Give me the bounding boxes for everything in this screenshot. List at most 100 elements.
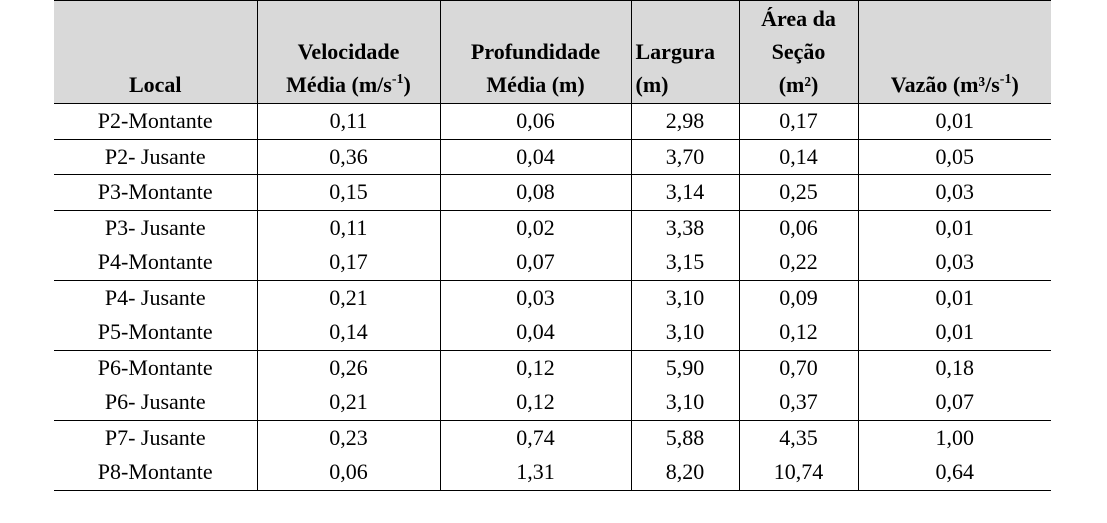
header-largura-line2: (m)	[635, 72, 669, 97]
cell-local: P6-Montante	[54, 349, 258, 385]
cell-velocidade: 0,15	[256, 174, 441, 210]
cell-local: P8-Montante	[54, 455, 258, 491]
cell-largura: 8,20	[630, 455, 740, 491]
table-row: P2-Montante 0,11 0,06 2,98 0,17 0,01	[54, 103, 1051, 139]
cell-velocidade: 0,23	[256, 419, 441, 455]
header-local: Local	[54, 0, 258, 104]
cell-largura: 3,10	[630, 315, 740, 350]
header-velocidade-exponent: -1	[391, 72, 404, 87]
table-row: P6-Montante 0,26 0,12 5,90 0,70 0,18	[54, 349, 1051, 385]
cell-local: P2- Jusante	[54, 138, 258, 175]
header-velocidade-close: )	[403, 72, 411, 97]
cell-largura: 3,10	[630, 279, 740, 315]
cell-local: P4-Montante	[54, 245, 258, 280]
table-row: P5-Montante 0,14 0,04 3,10 0,12 0,01	[54, 315, 1051, 350]
cell-largura: 3,15	[630, 245, 740, 280]
table-header: Local Velocidade Média (m/s-1) Profundid…	[54, 0, 1051, 104]
cell-area: 0,14	[738, 138, 859, 175]
table-row: P3-Montante 0,15 0,08 3,14 0,25 0,03	[54, 174, 1051, 210]
header-area-line3: (m²)	[778, 72, 819, 97]
cell-vazao: 1,00	[857, 419, 1051, 455]
table-row: P3- Jusante 0,11 0,02 3,38 0,06 0,01	[54, 209, 1051, 245]
cell-area: 0,06	[738, 209, 859, 245]
cell-local: P5-Montante	[54, 315, 258, 350]
header-velocidade-line1: Velocidade	[297, 39, 400, 64]
header-largura-line1: Largura	[635, 39, 715, 64]
cell-area: 0,17	[738, 103, 859, 139]
cell-largura: 5,90	[630, 349, 740, 385]
cell-vazao: 0,64	[857, 455, 1051, 491]
cell-area: 4,35	[738, 419, 859, 455]
cell-largura: 5,88	[630, 419, 740, 455]
cell-vazao: 0,01	[857, 315, 1051, 350]
header-velocidade-line2: Média (m/s	[286, 72, 392, 97]
cell-local: P2-Montante	[54, 103, 258, 139]
cell-largura: 3,10	[630, 385, 740, 420]
cell-profundidade: 0,03	[439, 279, 632, 315]
cell-profundidade: 0,02	[439, 209, 632, 245]
cell-area: 0,25	[738, 174, 859, 210]
cell-local: P3-Montante	[54, 174, 258, 210]
header-area-line2: Seção	[771, 39, 826, 64]
cell-vazao: 0,18	[857, 349, 1051, 385]
cell-vazao: 0,01	[857, 209, 1051, 245]
header-vazao-exponent: -1	[999, 72, 1012, 87]
cell-velocidade: 0,26	[256, 349, 441, 385]
cell-area: 0,70	[738, 349, 859, 385]
header-row: Local Velocidade Média (m/s-1) Profundid…	[54, 0, 1051, 104]
cell-area: 0,12	[738, 315, 859, 350]
data-table: Local Velocidade Média (m/s-1) Profundid…	[54, 0, 1051, 491]
cell-velocidade: 0,14	[256, 315, 441, 350]
cell-velocidade: 0,21	[256, 385, 441, 420]
header-vazao-line1: Vazão (m³/s	[890, 72, 1000, 97]
cell-vazao: 0,01	[857, 103, 1051, 139]
table-row: P4- Jusante 0,21 0,03 3,10 0,09 0,01	[54, 279, 1051, 315]
cell-velocidade: 0,06	[256, 455, 441, 491]
table-row: P8-Montante 0,06 1,31 8,20 10,74 0,64	[54, 455, 1051, 491]
table-row: P4-Montante 0,17 0,07 3,15 0,22 0,03	[54, 245, 1051, 280]
header-largura: Largura (m)	[630, 0, 740, 104]
header-local-label: Local	[128, 72, 182, 97]
cell-area: 0,09	[738, 279, 859, 315]
cell-largura: 3,14	[630, 174, 740, 210]
header-vazao-close: )	[1011, 72, 1019, 97]
cell-area: 0,22	[738, 245, 859, 280]
header-velocidade: Velocidade Média (m/s-1)	[256, 0, 441, 104]
cell-velocidade: 0,21	[256, 279, 441, 315]
cell-vazao: 0,03	[857, 174, 1051, 210]
cell-area: 0,37	[738, 385, 859, 420]
cell-area: 10,74	[738, 455, 859, 491]
cell-vazao: 0,07	[857, 385, 1051, 420]
cell-vazao: 0,05	[857, 138, 1051, 175]
cell-local: P6- Jusante	[54, 385, 258, 420]
cell-largura: 2,98	[630, 103, 740, 139]
cell-profundidade: 1,31	[439, 455, 632, 491]
cell-vazao: 0,01	[857, 279, 1051, 315]
cell-profundidade: 0,12	[439, 385, 632, 420]
cell-profundidade: 0,74	[439, 419, 632, 455]
table-row: P2- Jusante 0,36 0,04 3,70 0,14 0,05	[54, 138, 1051, 175]
header-vazao: Vazão (m³/s-1)	[857, 0, 1051, 104]
cell-largura: 3,38	[630, 209, 740, 245]
cell-vazao: 0,03	[857, 245, 1051, 280]
cell-profundidade: 0,07	[439, 245, 632, 280]
header-profundidade-line1: Profundidade	[470, 39, 601, 64]
header-area-line1: Área da	[761, 6, 836, 31]
cell-velocidade: 0,11	[256, 209, 441, 245]
cell-profundidade: 0,06	[439, 103, 632, 139]
cell-velocidade: 0,17	[256, 245, 441, 280]
cell-profundidade: 0,08	[439, 174, 632, 210]
header-profundidade: Profundidade Média (m)	[439, 0, 632, 104]
header-profundidade-line2: Média (m)	[486, 72, 585, 97]
cell-velocidade: 0,36	[256, 138, 441, 175]
table-row: P7- Jusante 0,23 0,74 5,88 4,35 1,00	[54, 419, 1051, 455]
cell-profundidade: 0,04	[439, 138, 632, 175]
cell-profundidade: 0,12	[439, 349, 632, 385]
table-row: P6- Jusante 0,21 0,12 3,10 0,37 0,07	[54, 385, 1051, 420]
cell-local: P7- Jusante	[54, 419, 258, 455]
cell-velocidade: 0,11	[256, 103, 441, 139]
cell-profundidade: 0,04	[439, 315, 632, 350]
cell-local: P3- Jusante	[54, 209, 258, 245]
cell-local: P4- Jusante	[54, 279, 258, 315]
header-area: Área da Seção (m²)	[738, 0, 859, 104]
